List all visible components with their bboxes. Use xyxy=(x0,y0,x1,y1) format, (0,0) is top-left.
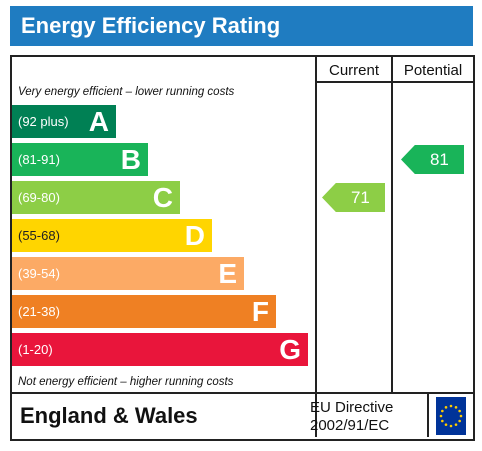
current-column-divider xyxy=(315,57,317,437)
band-letter: D xyxy=(184,220,205,251)
eu-flag-star xyxy=(441,419,444,423)
eu-flag-star xyxy=(439,414,443,418)
bottom-note: Not energy efficient – higher running co… xyxy=(18,376,234,388)
band-a: (92 plus) A xyxy=(12,105,116,138)
country-label: England & Wales xyxy=(20,403,198,428)
band-letter: A xyxy=(88,106,109,137)
band-letter: F xyxy=(251,296,269,327)
band-b: (81-91) B xyxy=(12,143,148,176)
band-c: (69-80) C xyxy=(12,181,180,214)
band-range-label: (21-38) xyxy=(18,304,60,319)
title-bar: Energy Efficiency Rating xyxy=(10,6,473,46)
eu-flag-icon xyxy=(436,397,466,435)
band-range-label: (39-54) xyxy=(18,266,60,281)
eu-flag-star xyxy=(441,409,444,413)
potential-rating-arrow-shape xyxy=(401,145,464,174)
eu-flag-star xyxy=(449,404,453,408)
band-d: (55-68) D xyxy=(12,219,212,252)
potential-column-divider xyxy=(391,57,393,392)
band-range-label: (69-80) xyxy=(18,190,60,205)
eu-flag-star xyxy=(449,424,453,428)
eu-flag-star xyxy=(454,406,458,409)
eu-flag-star xyxy=(459,414,463,418)
band-e: (39-54) E xyxy=(12,257,244,290)
eu-flag-star xyxy=(454,423,458,426)
directive-line-1: EU Directive xyxy=(310,399,394,416)
band-range-label: (1-20) xyxy=(18,342,53,357)
current-rating-arrow-shape xyxy=(322,183,385,212)
current-column-header: Current xyxy=(328,61,380,79)
eu-directive: EU Directive 2002/91/EC xyxy=(310,399,393,435)
eu-flag-star xyxy=(444,406,448,409)
page-title: Energy Efficiency Rating xyxy=(21,13,281,38)
band-range-label: (92 plus) xyxy=(18,114,69,129)
current-rating-value: 71 xyxy=(350,188,370,207)
band-g: (1-20) G xyxy=(12,333,308,366)
footer-row-divider xyxy=(12,392,473,394)
rating-chart-frame: Current Potential Very energy efficient … xyxy=(10,55,475,441)
band-range-label: (81-91) xyxy=(18,152,60,167)
directive-line-2: 2002/91/EC xyxy=(310,417,390,434)
flag-divider xyxy=(427,392,429,437)
current-rating-arrow: 71 xyxy=(322,183,385,212)
band-letter: E xyxy=(218,258,237,289)
eu-flag-star xyxy=(444,423,448,426)
eu-flag-star xyxy=(458,409,461,413)
band-range-label: (55-68) xyxy=(18,228,60,243)
potential-column-header: Potential xyxy=(403,61,463,79)
eu-flag-star xyxy=(458,419,461,423)
band-letter: G xyxy=(279,334,301,365)
band-letter: C xyxy=(152,182,173,213)
potential-rating-arrow: 81 xyxy=(401,145,464,174)
band-f: (21-38) F xyxy=(12,295,276,328)
band-letter: B xyxy=(120,144,141,175)
header-row-divider xyxy=(315,81,473,83)
potential-rating-value: 81 xyxy=(429,150,449,169)
top-note: Very energy efficient – lower running co… xyxy=(18,86,235,98)
